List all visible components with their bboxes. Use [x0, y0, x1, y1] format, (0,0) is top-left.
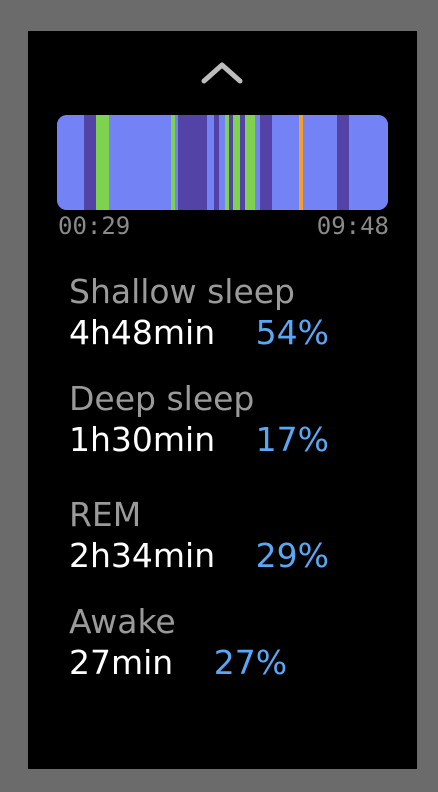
stat-awake: Awake 27min 27% — [69, 603, 287, 683]
watch-screen: 00:29 09:48 Shallow sleep 4h48min 54% De… — [28, 31, 417, 769]
timeline-segment-rem — [171, 115, 175, 210]
stat-duration: 1h30min — [69, 420, 216, 459]
timeline-segment-deep — [229, 115, 233, 210]
timeline-segment-deep — [214, 115, 219, 210]
timeline-start-time: 00:29 — [58, 212, 131, 240]
stat-duration: 4h48min — [69, 313, 216, 352]
stat-deep-sleep: Deep sleep 1h30min 17% — [69, 380, 329, 460]
timeline-segment-rem — [245, 115, 255, 210]
timeline-segment-rem — [233, 115, 240, 210]
timeline-end-time: 09:48 — [316, 212, 389, 240]
timeline-segment-awake — [299, 115, 303, 210]
timeline-segment-deep — [178, 115, 207, 210]
stat-percent: 54% — [255, 313, 329, 352]
stat-percent: 29% — [255, 536, 329, 575]
timeline-segment-deep — [260, 115, 272, 210]
stat-label: Shallow sleep — [69, 272, 296, 311]
chevron-up-icon[interactable] — [200, 59, 244, 85]
sleep-stage-timeline — [57, 115, 388, 210]
timeline-segment-deep — [337, 115, 349, 210]
stat-percent: 27% — [213, 643, 288, 682]
stat-label: Deep sleep — [69, 379, 255, 418]
stat-duration: 27min — [69, 643, 174, 682]
stat-percent: 17% — [255, 420, 329, 459]
timeline-segment-rem — [96, 115, 109, 210]
timeline-segment-deep — [84, 115, 96, 210]
stat-label: Awake — [69, 602, 176, 641]
timeline-segment-deep — [240, 115, 245, 210]
stat-rem: REM 2h34min 29% — [69, 496, 329, 576]
stat-duration: 2h34min — [69, 536, 216, 575]
stat-label: REM — [69, 495, 142, 534]
timeline-shallow-background — [57, 115, 388, 210]
stat-shallow-sleep: Shallow sleep 4h48min 54% — [69, 273, 329, 353]
timeline-segment-rem — [225, 115, 229, 210]
